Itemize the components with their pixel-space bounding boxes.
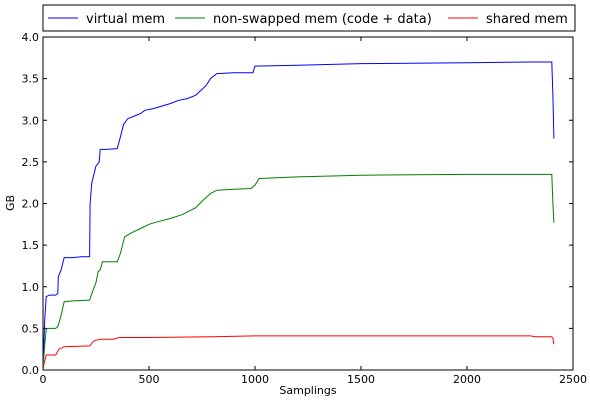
y-tick-label: 2.0 [22,198,40,211]
legend-label-0: virtual mem [86,12,165,27]
y-axis-title: GB [4,195,17,211]
x-tick-label: 500 [139,373,160,386]
legend: virtual mem non-swapped mem (code + data)… [43,5,575,31]
y-tick-label: 0.0 [22,364,40,377]
y-tick-label: 3.5 [22,73,40,86]
y-tick-label: 1.5 [22,239,40,252]
x-tick-label: 0 [40,373,47,386]
x-axis-title: Samplings [279,384,336,397]
x-tick-label: 1000 [241,373,269,386]
legend-items: virtual mem non-swapped mem (code + data)… [48,12,568,27]
y-tick-label: 1.0 [22,281,40,294]
y-tick-label: 4.0 [22,31,40,44]
x-tick-label: 2500 [559,373,587,386]
y-tick-label: 3.0 [22,114,40,127]
legend-label-1: non-swapped mem (code + data) [213,12,432,27]
plot-area [43,37,573,370]
y-tick-label: 0.5 [22,322,40,335]
x-tick-label: 1500 [347,373,375,386]
x-tick-label: 2000 [453,373,481,386]
y-tick-label: 2.5 [22,156,40,169]
legend-label-2: shared mem [486,12,568,27]
